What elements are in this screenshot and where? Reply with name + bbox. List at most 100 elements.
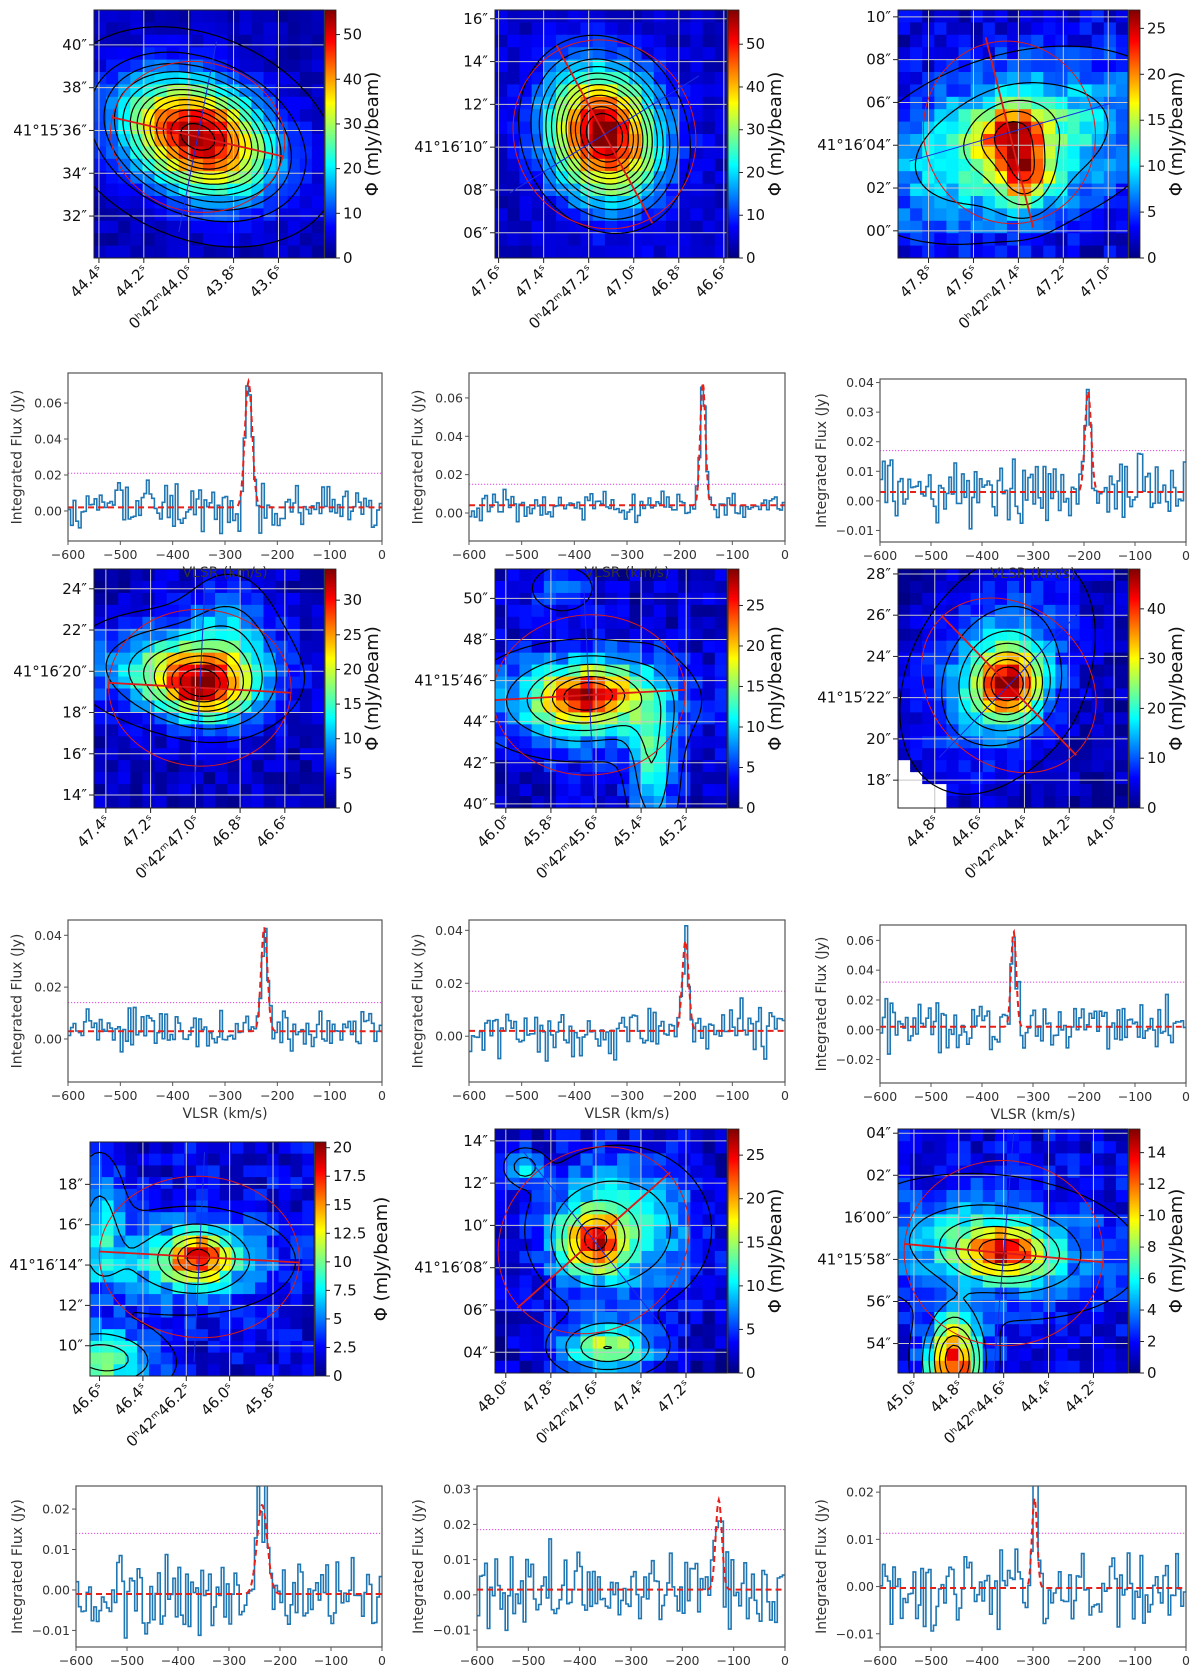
heatmap-pixel [113, 1282, 126, 1295]
heatmap-pixel [922, 1129, 935, 1142]
heatmap-pixel [287, 772, 301, 785]
heatmap-pixel [1115, 59, 1128, 73]
heatmap-pixel [207, 1364, 221, 1376]
heatmap-pixel [142, 604, 156, 618]
heatmap-pixel [604, 748, 618, 761]
heatmap-pixel [982, 1324, 996, 1337]
heatmap-pixel [690, 1190, 704, 1203]
heatmap-pixel [519, 736, 533, 749]
heatmap-pixel [202, 196, 216, 209]
heatmap-pixel [568, 1202, 582, 1215]
heatmap-pixel [1103, 640, 1117, 654]
x-tick-label: −600 [863, 1653, 897, 1668]
heatmap-pixel [278, 1340, 292, 1354]
ra-tick-label: 46.4ˢ [110, 1379, 150, 1419]
heatmap-pixel [1019, 1129, 1032, 1142]
heatmap-pixel [94, 676, 107, 690]
heatmap-pixel [154, 22, 168, 36]
heatmap-pixel [278, 1352, 292, 1365]
heatmap-pixel [604, 1141, 618, 1154]
heatmap-pixel [287, 592, 301, 606]
heatmap-pixel [243, 1247, 256, 1260]
heatmap-pixel [580, 1263, 594, 1276]
heatmap-pixel [1019, 580, 1032, 594]
heatmap-pixel [714, 158, 727, 172]
heatmap-pixel [617, 604, 630, 618]
x-tick-label: −500 [110, 1653, 144, 1668]
heatmap-pixel [1055, 616, 1069, 630]
heatmap-pixel [543, 796, 557, 808]
heatmap-pixel [958, 592, 972, 606]
heatmap-pixel [1031, 1141, 1044, 1154]
heatmap-pixel [1019, 592, 1032, 606]
y-axis-label: Integrated Flux (Jy) [411, 390, 427, 525]
heatmap-pixel [160, 1153, 174, 1166]
heatmap-pixel [678, 784, 691, 797]
x-axis-label: VLSR (km/s) [990, 1107, 1075, 1123]
heatmap-pixel [970, 724, 984, 737]
heatmap-pixel [604, 1190, 618, 1203]
heatmap-pixel [239, 233, 252, 247]
heatmap-pixel [641, 171, 655, 185]
heatmap-pixel [125, 1282, 138, 1295]
heatmap-pixel [934, 688, 948, 702]
contour-lines [94, 26, 324, 248]
heatmap-pixel [910, 1129, 923, 1142]
heatmap-pixel [243, 1270, 256, 1283]
dec-tick-label: 02″ [866, 179, 891, 197]
heatmap-pixel [231, 1329, 244, 1342]
heatmap-pixel [311, 171, 324, 185]
heatmap-pixel [1079, 616, 1093, 630]
heatmap-pixel [1043, 724, 1056, 737]
heatmap-pixel [130, 580, 144, 594]
heatmap-pixel [702, 616, 716, 630]
heatmap-pixel [1115, 616, 1128, 630]
heatmap-pixel [543, 59, 557, 73]
heatmap-pixel [1103, 96, 1117, 110]
heatmap-pixel [166, 245, 180, 258]
heatmap-pixel [1091, 22, 1105, 36]
dec-tick-label: 56″ [866, 1292, 891, 1310]
heatmap-pixel [568, 1287, 582, 1301]
heatmap-pixel [1019, 59, 1032, 73]
heatmap-pixel [290, 1200, 303, 1213]
heatmap-pixel [166, 580, 180, 594]
colorbar-label: Φ (mJy/beam) [362, 626, 383, 751]
heatmap-pixel [934, 220, 948, 234]
heatmap-pixel [556, 22, 569, 36]
heatmap-pixel [1091, 748, 1105, 761]
heatmap-pixel [311, 616, 324, 630]
heatmap-pixel [311, 700, 324, 713]
heatmap-pixel [299, 640, 313, 654]
dec-tick-label: 06″ [463, 224, 488, 242]
heatmap-pixel [665, 796, 679, 808]
dec-tick-label: 41°15′22″ [817, 689, 891, 707]
heatmap-pixel [255, 1165, 268, 1178]
heatmap-pixel [1067, 121, 1081, 135]
heatmap-pixel [1103, 1141, 1117, 1154]
heatmap-pixel [678, 146, 691, 160]
heatmap-pixel [263, 700, 277, 713]
heatmap-pixel [898, 1263, 911, 1276]
heatmap-pixel [653, 664, 667, 678]
heatmap-pixel [90, 1340, 103, 1354]
heatmap-pixel [302, 1223, 314, 1237]
heatmap-pixel [519, 580, 533, 594]
x-tick-label: −300 [1016, 1653, 1050, 1668]
heatmap-pixel [1043, 1202, 1056, 1215]
heatmap-pixel [1067, 1360, 1081, 1373]
heatmap-pixel [154, 10, 168, 23]
heatmap-pixel [118, 592, 131, 606]
heatmap-pixel [1067, 1214, 1081, 1228]
heatmap-pixel [531, 760, 545, 773]
heatmap-pixel [958, 604, 972, 618]
x-tick-label: −100 [1118, 1653, 1152, 1668]
heatmap-pixel [653, 1129, 667, 1142]
heatmap-pixel [617, 96, 630, 110]
heatmap-pixel [227, 616, 240, 630]
heatmap-pixel [1079, 1202, 1093, 1215]
heatmap-pixel [1067, 59, 1081, 73]
heatmap-pixel [278, 1364, 292, 1376]
heatmap-pixel [94, 220, 107, 234]
